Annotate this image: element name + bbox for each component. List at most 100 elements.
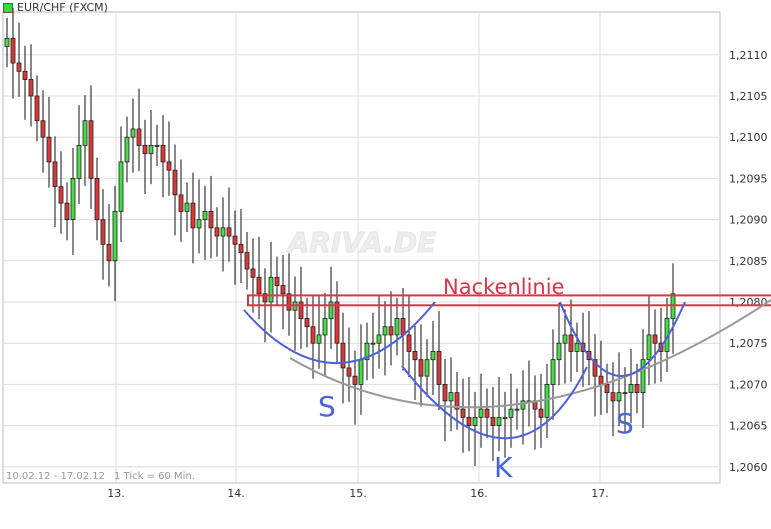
candle-body bbox=[628, 383, 634, 394]
candle-body bbox=[466, 416, 472, 426]
candle-body bbox=[298, 301, 304, 319]
candle-body bbox=[238, 243, 244, 253]
candle bbox=[424, 339, 430, 397]
candle-body bbox=[82, 120, 88, 146]
candle bbox=[460, 378, 466, 453]
candle-body bbox=[508, 408, 514, 418]
candle-body bbox=[304, 318, 310, 328]
candle-body bbox=[352, 375, 358, 385]
candle bbox=[82, 95, 88, 186]
y-tick-label: 1,2075 bbox=[729, 337, 768, 350]
y-tick-label: 1,2110 bbox=[729, 49, 768, 62]
candle-body bbox=[202, 210, 208, 221]
candle bbox=[406, 294, 412, 377]
right-shoulder-curve bbox=[559, 301, 686, 377]
candle bbox=[418, 324, 424, 407]
y-tick-label: 1,2095 bbox=[729, 172, 768, 185]
candle-body bbox=[340, 342, 346, 369]
candle-body bbox=[556, 342, 562, 361]
right-shoulder-label: S bbox=[616, 407, 634, 440]
y-tick-label: 1,2090 bbox=[729, 214, 768, 227]
candle-body bbox=[640, 359, 646, 394]
y-tick-label: 1,2100 bbox=[729, 131, 768, 144]
candle-body bbox=[562, 334, 568, 344]
candle bbox=[556, 302, 562, 386]
candle bbox=[16, 22, 22, 97]
candle bbox=[508, 373, 514, 448]
y-tick-label: 1,2065 bbox=[729, 420, 768, 433]
candle-body bbox=[394, 318, 400, 336]
candle-body bbox=[622, 392, 628, 395]
candle-body bbox=[136, 128, 142, 146]
candle-body bbox=[382, 326, 388, 336]
candle bbox=[244, 231, 250, 290]
candle bbox=[472, 391, 478, 466]
candle-body bbox=[406, 334, 412, 352]
candle-body bbox=[364, 342, 370, 361]
legend-swatch bbox=[3, 2, 13, 13]
x-tick-label: 16. bbox=[470, 487, 488, 500]
candle bbox=[562, 309, 568, 384]
candle-body bbox=[124, 136, 130, 163]
head-label: K bbox=[494, 451, 513, 484]
candle-body bbox=[616, 392, 622, 402]
candle bbox=[502, 391, 508, 458]
candle bbox=[136, 88, 142, 171]
candle bbox=[310, 296, 316, 379]
candle bbox=[76, 105, 82, 204]
candle-body bbox=[370, 342, 376, 345]
candle bbox=[112, 185, 118, 302]
candle bbox=[250, 238, 256, 313]
trend-curve bbox=[289, 299, 771, 409]
candle-body bbox=[274, 276, 280, 286]
candle-body bbox=[502, 416, 508, 419]
candle-body bbox=[604, 383, 610, 394]
chart-header: EUR/CHF (FXCM) bbox=[3, 1, 108, 14]
candle-body bbox=[520, 400, 526, 410]
candle-body bbox=[70, 177, 76, 220]
candle bbox=[40, 90, 46, 173]
candle-body bbox=[22, 70, 28, 80]
candle bbox=[646, 294, 652, 386]
candle-body bbox=[538, 408, 544, 418]
candle bbox=[520, 370, 526, 445]
candle bbox=[196, 179, 202, 254]
candle-body bbox=[208, 210, 214, 229]
candle bbox=[214, 207, 220, 257]
candle bbox=[106, 203, 112, 287]
candle bbox=[94, 157, 100, 241]
y-tick-label: 1,2105 bbox=[729, 90, 768, 103]
candle bbox=[298, 266, 304, 349]
candle bbox=[370, 312, 376, 379]
candle-body bbox=[310, 326, 316, 344]
candle-body bbox=[424, 359, 430, 377]
footer-tick: 1 Tick = 60 Min. bbox=[114, 471, 195, 482]
candle-body bbox=[268, 276, 274, 303]
watermark: ARIVA.DE bbox=[286, 226, 437, 259]
candle bbox=[160, 114, 166, 198]
candle bbox=[178, 159, 184, 242]
candle bbox=[430, 320, 436, 396]
candle bbox=[628, 348, 634, 424]
candle bbox=[130, 98, 136, 173]
candle bbox=[274, 256, 280, 307]
candle bbox=[64, 182, 70, 241]
candle-body bbox=[490, 416, 496, 426]
candle-body bbox=[34, 95, 40, 122]
x-tick-label: 14. bbox=[227, 487, 245, 500]
left-shoulder-label: S bbox=[318, 390, 336, 423]
candle bbox=[142, 119, 148, 195]
candle-body bbox=[610, 392, 616, 402]
candle bbox=[22, 45, 28, 120]
candle bbox=[478, 373, 484, 448]
candle-body bbox=[64, 202, 70, 220]
candle-body bbox=[316, 334, 322, 344]
candle bbox=[538, 373, 544, 448]
candle bbox=[568, 299, 574, 382]
candle-body bbox=[4, 37, 10, 47]
candle bbox=[202, 185, 208, 260]
candle-body bbox=[442, 383, 448, 402]
candle-body bbox=[514, 408, 520, 411]
candle bbox=[52, 136, 58, 228]
